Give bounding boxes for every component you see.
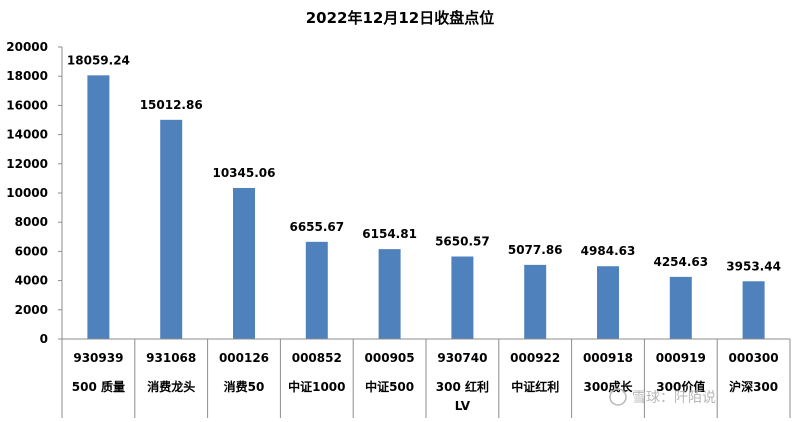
category-code: 000918 bbox=[583, 351, 633, 365]
y-tick-label: 2000 bbox=[15, 303, 48, 317]
category-code: 930740 bbox=[437, 351, 487, 365]
bar-930740 bbox=[451, 256, 474, 339]
category-name: 中证1000 bbox=[288, 379, 345, 394]
category-code: 931068 bbox=[146, 351, 196, 365]
y-tick-label: 6000 bbox=[15, 244, 48, 258]
category-code: 000905 bbox=[365, 351, 415, 365]
y-tick-label: 20000 bbox=[6, 40, 48, 54]
bar-000918 bbox=[597, 266, 619, 339]
y-tick-label: 18000 bbox=[6, 69, 48, 83]
watermark-text: 雪球：阡陌说 bbox=[632, 390, 716, 406]
category-name: 500 质量 bbox=[72, 379, 125, 394]
data-label: 10345.06 bbox=[212, 166, 275, 180]
category-name: 中证500 bbox=[365, 379, 414, 394]
chart-title: 2022年12月12日收盘点位 bbox=[306, 9, 495, 27]
category-name: LV bbox=[455, 399, 471, 413]
data-label: 4984.63 bbox=[581, 244, 636, 258]
y-tick-label: 8000 bbox=[15, 215, 48, 229]
data-label: 6154.81 bbox=[362, 227, 417, 241]
bar-000852 bbox=[305, 241, 328, 339]
y-axis: 0 2000 4000 6000 8000 10000 12000 14000 16000 180… bbox=[6, 40, 63, 346]
category-code: 000852 bbox=[292, 351, 342, 365]
y-tick-label: 14000 bbox=[6, 128, 48, 142]
watermark-logo-icon bbox=[609, 388, 627, 406]
category-name: 消费50 bbox=[224, 379, 265, 394]
category-code: 000300 bbox=[729, 351, 779, 365]
category-code: 000919 bbox=[656, 351, 706, 365]
data-label: 5077.86 bbox=[508, 243, 563, 257]
bar-930939 bbox=[87, 75, 110, 340]
category-name: 沪深300 bbox=[729, 379, 778, 394]
category-code: 000126 bbox=[219, 351, 269, 365]
category-name: 300 红利 bbox=[436, 379, 489, 394]
data-label: 18059.24 bbox=[67, 53, 130, 67]
y-tick-label: 4000 bbox=[15, 274, 48, 288]
data-label: 15012.86 bbox=[140, 98, 203, 112]
bars: 18059.24 15012.86 10345.06 6655.67 6154.81 56… bbox=[67, 53, 781, 340]
watermark: 雪球：阡陌说 bbox=[609, 388, 716, 406]
category-name: 300价值 bbox=[656, 379, 705, 394]
category-name: 中证红利 bbox=[511, 379, 559, 394]
category-name: 消费龙头 bbox=[147, 379, 195, 394]
y-tick-label: 16000 bbox=[6, 98, 48, 112]
bar-000905 bbox=[378, 249, 401, 339]
data-label: 6655.67 bbox=[289, 220, 344, 234]
data-label: 3953.44 bbox=[726, 259, 781, 273]
bar-000922 bbox=[524, 264, 547, 339]
category-code: 000922 bbox=[510, 351, 560, 365]
data-label: 4254.63 bbox=[653, 255, 708, 269]
bar-931068 bbox=[160, 119, 183, 339]
x-axis: 930939 500 质量 931068 消费龙头 000126 消费50 000852 中证… bbox=[61, 338, 791, 418]
category-name: 300成长 bbox=[583, 379, 633, 394]
bar-000126 bbox=[233, 187, 255, 339]
bar-000300 bbox=[742, 281, 765, 339]
y-tick-label: 0 bbox=[40, 332, 48, 346]
bar-000919 bbox=[669, 276, 692, 339]
data-label: 5650.57 bbox=[435, 235, 490, 249]
y-tick-label: 12000 bbox=[6, 157, 48, 171]
category-code: 930939 bbox=[73, 351, 123, 365]
y-tick-label: 10000 bbox=[6, 186, 48, 200]
